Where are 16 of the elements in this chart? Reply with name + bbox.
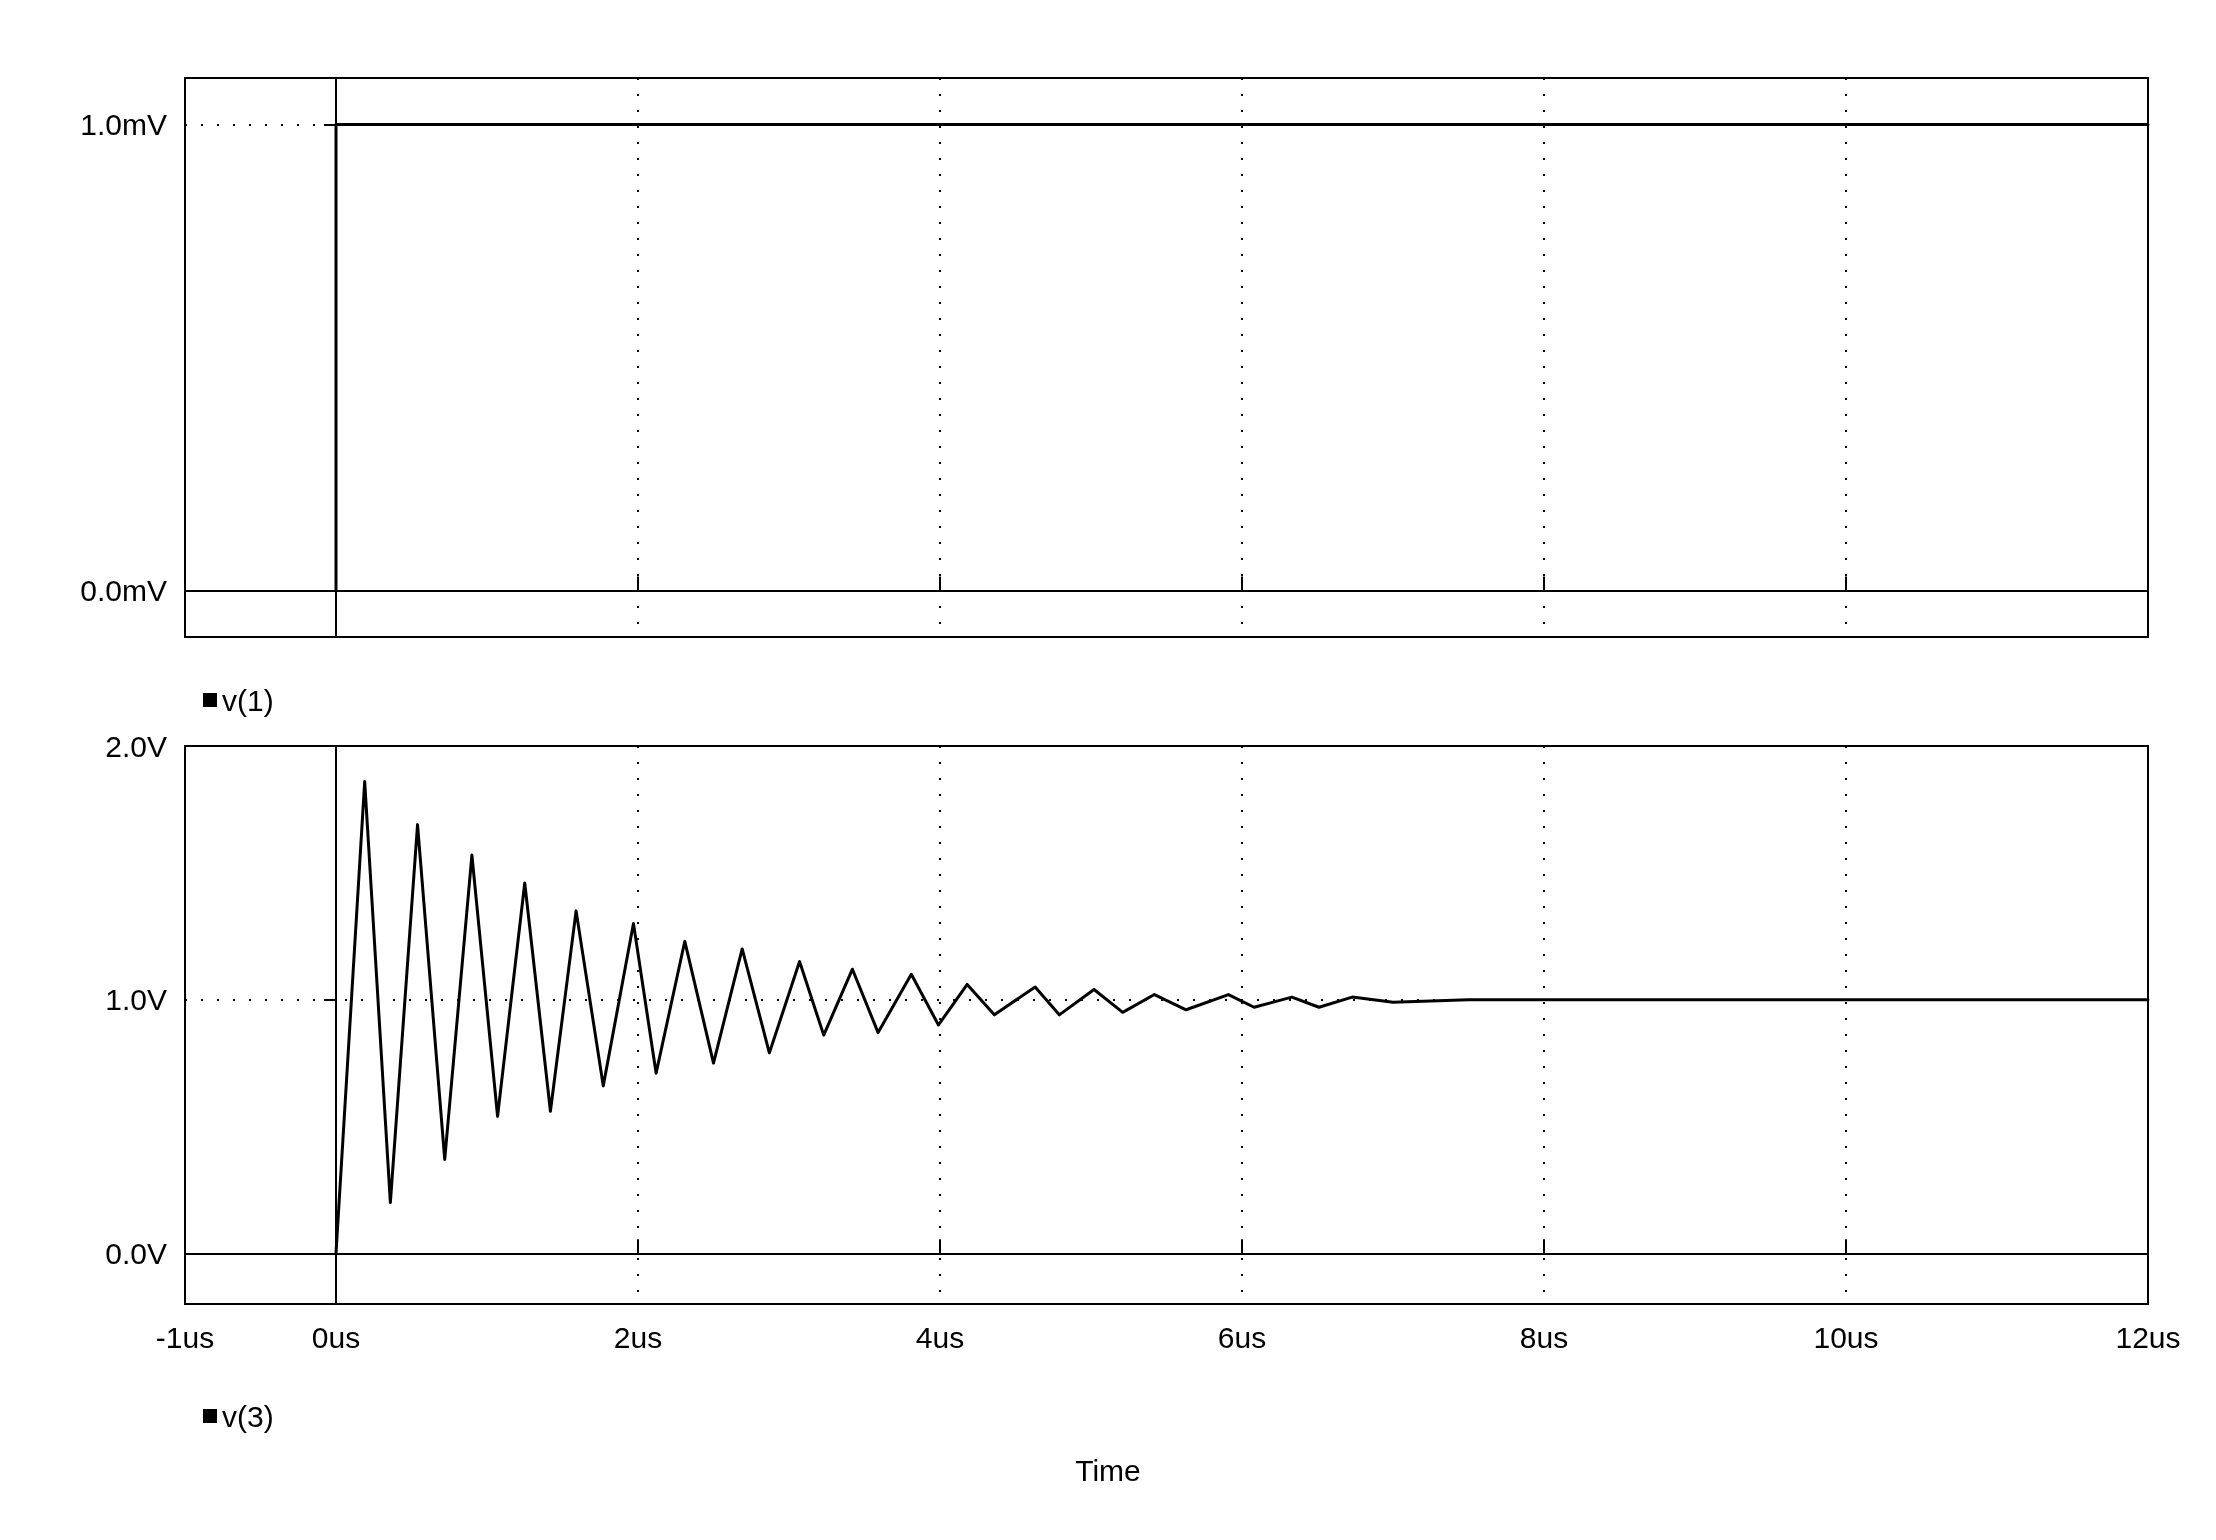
- legend-label: v(3): [222, 1399, 274, 1433]
- y-tick-label: 1.0mV: [80, 108, 167, 142]
- x-tick-label: 8us: [1519, 1320, 1569, 1354]
- x-tick-label: 12us: [2115, 1320, 2181, 1354]
- legend-label: v(1): [222, 683, 274, 717]
- y-tick-label: 0.0V: [105, 1236, 167, 1270]
- y-tick-label: 0.0mV: [80, 573, 167, 607]
- y-tick-label: 1.0V: [105, 983, 167, 1017]
- x-axis-title: Time: [1075, 1453, 1141, 1487]
- x-tick-label: -1us: [155, 1320, 215, 1354]
- x-tick-label: 6us: [1217, 1320, 1267, 1354]
- x-tick-label: 10us: [1813, 1320, 1879, 1354]
- y-tick-label: 2.0V: [105, 729, 167, 763]
- x-tick-label: 0us: [311, 1320, 361, 1354]
- x-tick-label: 2us: [613, 1320, 663, 1354]
- x-tick-label: 4us: [915, 1320, 965, 1354]
